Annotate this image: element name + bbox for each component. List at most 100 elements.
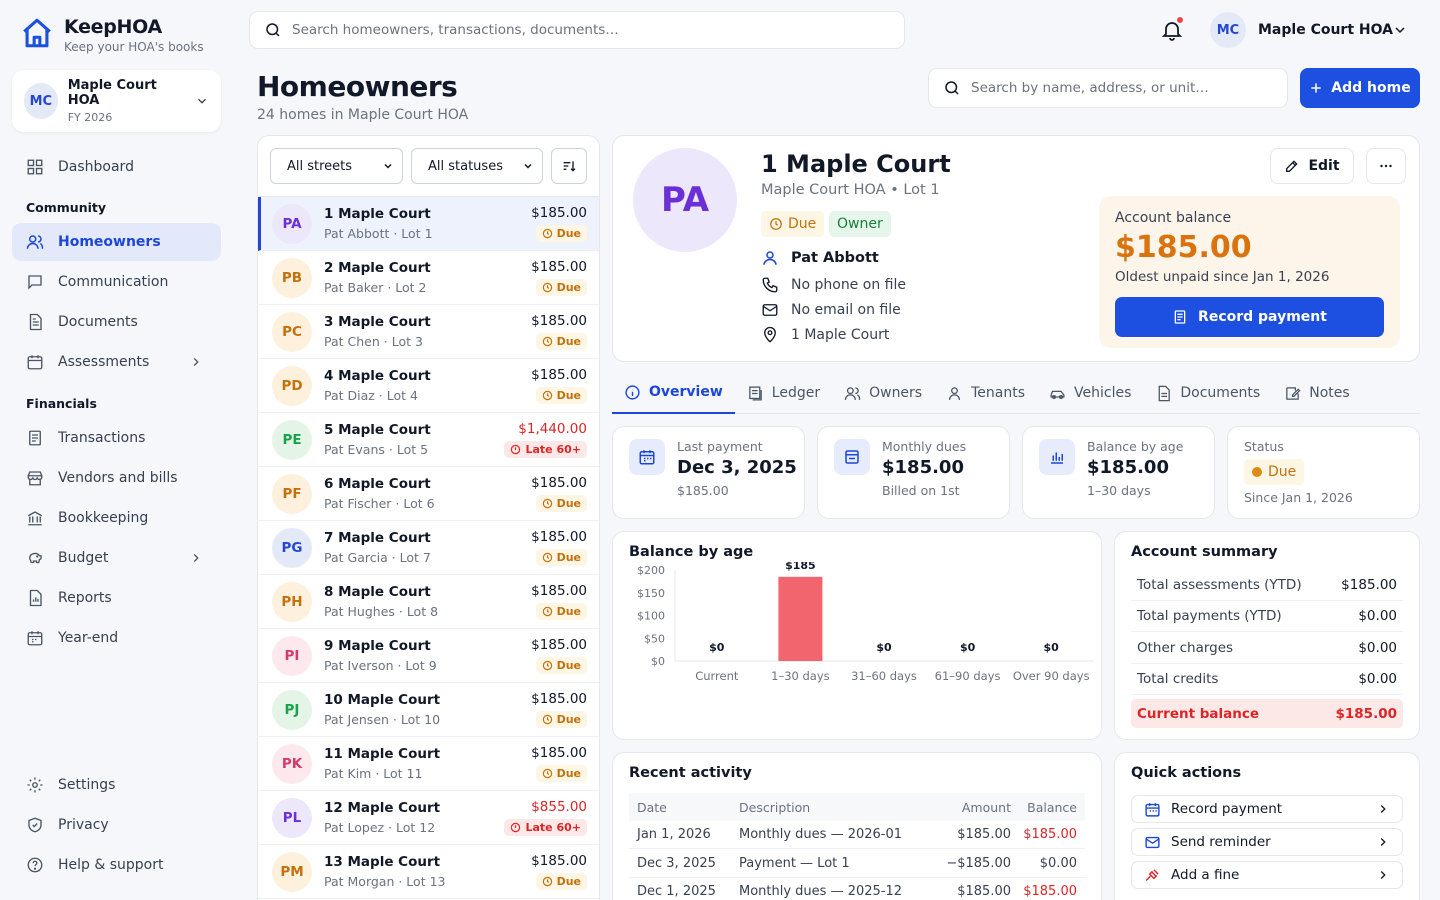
clock-icon (542, 552, 553, 563)
home-list-item[interactable]: PF 6 Maple Court Pat Fischer · Lot 6 $185.0… (258, 467, 599, 521)
add-home-button[interactable]: Add home (1300, 68, 1420, 108)
account-summary-card: Account summary Total assessments (YTD) $… (1114, 531, 1420, 740)
home-list-item[interactable]: PI 9 Maple Court Pat Iverson · Lot 9 $185.0… (258, 629, 599, 683)
stat-sub: 1–30 days (1087, 483, 1151, 498)
bar (778, 576, 823, 661)
nav-budget[interactable]: Budget (12, 539, 221, 577)
tab-documents[interactable]: Documents (1143, 372, 1272, 414)
user-name[interactable]: Maple Court HOA (1258, 22, 1393, 38)
tab-label: Documents (1180, 385, 1261, 401)
tab-overview[interactable]: Overview (612, 372, 735, 414)
gavel-icon (1144, 867, 1161, 884)
report-icon (26, 589, 44, 607)
nav-communication[interactable]: Communication (12, 263, 221, 301)
quick-action-send-reminder[interactable]: Send reminder (1131, 828, 1403, 856)
chevron-down-icon[interactable] (1392, 22, 1408, 38)
bar-value-label: $0 (709, 641, 725, 654)
col-balance: Balance (1027, 799, 1077, 815)
nav-help[interactable]: Help & support (12, 846, 221, 884)
stat-label: Last payment (677, 439, 763, 454)
home-list-item[interactable]: PC 3 Maple Court Pat Chen · Lot 3 $185.00 Du… (258, 305, 599, 359)
status-filter-select[interactable]: All statuses (411, 148, 543, 184)
alert-icon (510, 444, 521, 455)
home-avatar: PE (272, 419, 312, 460)
stat-label: Balance by age (1087, 439, 1184, 454)
home-text: 3 Maple Court Pat Chen · Lot 3 (324, 314, 531, 349)
activity-row[interactable]: Dec 3, 2025 Payment — Lot 1 −$185.00 $0.… (629, 850, 1085, 878)
home-search-input[interactable]: Search by name, address, or unit… (928, 68, 1288, 108)
activity-row[interactable]: Dec 1, 2025 Monthly dues — 2025-12 $185.… (629, 878, 1085, 900)
home-list-item[interactable]: PA 1 Maple Court Pat Abbott · Lot 1 $185.00… (258, 197, 599, 251)
street-filter-select[interactable]: All streets (270, 148, 403, 184)
more-options-button[interactable] (1366, 148, 1406, 184)
page-subtitle: 24 homes in Maple Court HOA (257, 107, 469, 123)
summary-row: Total credits $0.00 (1131, 664, 1403, 695)
nav-transactions[interactable]: Transactions (12, 419, 221, 457)
home-balance: $185.00 Due (531, 205, 587, 242)
home-status-badge: Due (535, 603, 587, 620)
tab-owners[interactable]: Owners (832, 372, 934, 414)
nav-assessments[interactable]: Assessments (12, 343, 221, 381)
user-avatar[interactable]: MC (1210, 12, 1246, 48)
home-owner-lot: Pat Kim · Lot 11 (324, 766, 423, 781)
nav-label: Privacy (58, 817, 109, 833)
home-list-item[interactable]: PB 2 Maple Court Pat Baker · Lot 2 $185.00 D… (258, 251, 599, 305)
status-label: Due (788, 216, 817, 232)
home-rows: PA 1 Maple Court Pat Abbott · Lot 1 $185.00… (258, 197, 599, 899)
clock-icon (542, 714, 553, 725)
home-list-item[interactable]: PG 7 Maple Court Pat Garcia · Lot 7 $185.00… (258, 521, 599, 575)
home-balance: $185.00 Due (531, 691, 587, 728)
search-placeholder: Search by name, address, or unit… (971, 80, 1209, 96)
home-list-item[interactable]: PD 4 Maple Court Pat Diaz · Lot 4 $185.00 Du… (258, 359, 599, 413)
sort-button[interactable] (551, 148, 587, 184)
global-search-input[interactable]: Search homeowners, transactions, documen… (249, 11, 905, 49)
home-list-item[interactable]: PJ 10 Maple Court Pat Jensen · Lot 10 $185.… (258, 683, 599, 737)
list-filters: All streets All statuses (258, 136, 599, 197)
nav-vendors[interactable]: Vendors and bills (12, 459, 221, 497)
owner-name-row: Pat Abbott (761, 249, 879, 267)
clock-icon (542, 768, 553, 779)
tab-tenants[interactable]: Tenants (934, 372, 1037, 414)
hoa-switcher[interactable]: MC Maple Court HOA FY 2026 (12, 70, 221, 132)
nav-documents[interactable]: Documents (12, 303, 221, 341)
plus-icon (1309, 81, 1323, 95)
home-avatar: PC (272, 311, 312, 352)
home-detail-card: PA 1 Maple Court Maple Court HOA • Lot 1… (612, 135, 1420, 362)
nav-bookkeeping[interactable]: Bookkeeping (12, 499, 221, 537)
activity-date: Dec 3, 2025 (637, 856, 716, 871)
notification-dot (1176, 16, 1184, 24)
brand-tagline: Keep your HOA's books (64, 40, 204, 54)
nav-reports[interactable]: Reports (12, 579, 221, 617)
home-list-item[interactable]: PM 13 Maple Court Pat Morgan · Lot 13 $185.… (258, 845, 599, 899)
nav-homeowners[interactable]: Homeowners (12, 223, 221, 261)
home-avatar: PI (272, 635, 312, 676)
hoa-name: Maple Court HOA (67, 78, 157, 108)
home-list-item[interactable]: PK 11 Maple Court Pat Kim · Lot 11 $185.00 D… (258, 737, 599, 791)
tab-notes[interactable]: Notes (1272, 372, 1361, 414)
nav-dashboard[interactable]: Dashboard (12, 148, 221, 186)
record-payment-button[interactable]: Record payment (1115, 297, 1384, 337)
home-owner-lot: Pat Garcia · Lot 7 (324, 550, 431, 565)
home-list-item[interactable]: PE 5 Maple Court Pat Evans · Lot 5 $1,440.0… (258, 413, 599, 467)
stat-last-payment: Last payment Dec 3, 2025 $185.00 (612, 426, 805, 519)
nav-settings[interactable]: Settings (12, 766, 221, 804)
nav-label: Transactions (58, 430, 146, 446)
home-list-item[interactable]: PH 8 Maple Court Pat Hughes · Lot 8 $185.00… (258, 575, 599, 629)
store-icon (26, 469, 44, 487)
tab-vehicles[interactable]: Vehicles (1037, 372, 1143, 414)
home-text: 10 Maple Court Pat Jensen · Lot 10 (324, 692, 531, 727)
person-icon (946, 385, 963, 402)
nav-year-end[interactable]: Year-end (12, 619, 221, 657)
brand[interactable]: KeepHOA Keep your HOA's books (20, 16, 204, 54)
detail-tabs: Overview Ledger Owners Tenants Vehicles … (612, 372, 1420, 414)
tab-ledger[interactable]: Ledger (735, 372, 832, 414)
activity-row[interactable]: Jan 1, 2026 Monthly dues — 2026-01 $185.… (629, 821, 1085, 849)
phone-row: No phone on file (761, 276, 906, 294)
home-owner-lot: Pat Hughes · Lot 8 (324, 604, 439, 619)
home-list-item[interactable]: PL 12 Maple Court Pat Lopez · Lot 12 $855.0… (258, 791, 599, 845)
edit-button[interactable]: Edit (1270, 148, 1354, 184)
nav-privacy[interactable]: Privacy (12, 806, 221, 844)
quick-action-record-payment[interactable]: Record payment (1131, 795, 1403, 823)
bell-icon[interactable] (1160, 18, 1184, 42)
quick-action-add-fine[interactable]: Add a fine (1131, 861, 1403, 889)
